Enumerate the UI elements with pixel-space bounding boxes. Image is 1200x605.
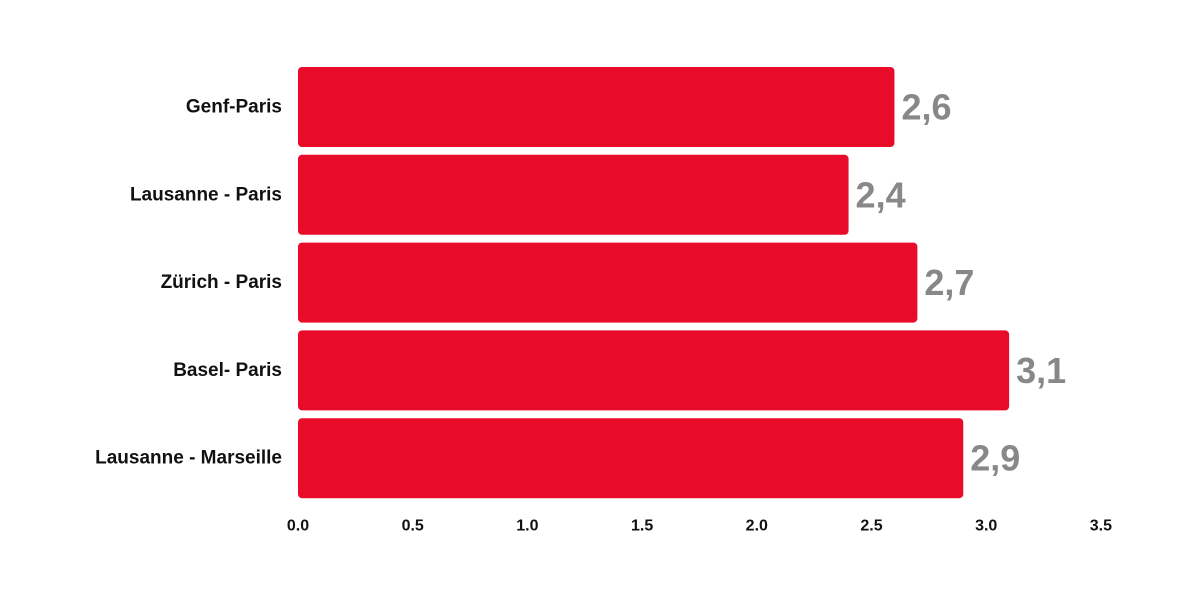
bars-layer	[298, 67, 1010, 499]
category-label-1: Lausanne - Paris	[130, 184, 282, 205]
x-tick-label-3: 1.5	[631, 518, 653, 535]
x-tick-label-1: 0.5	[402, 518, 424, 535]
value-label-0: 2,6	[901, 87, 951, 128]
bar-1	[298, 154, 849, 235]
value-label-1: 2,4	[856, 174, 906, 215]
x-tick-label-0: 0.0	[287, 518, 309, 535]
category-label-4: Lausanne - Marseille	[95, 448, 282, 469]
bar-2	[298, 242, 918, 323]
x-tick-label-6: 3.0	[975, 518, 997, 535]
x-tick-label-2: 1.0	[516, 518, 538, 535]
bar-4	[298, 418, 964, 499]
category-label-3: Basel- Paris	[173, 360, 282, 381]
value-label-2: 2,7	[924, 262, 974, 303]
bar-3	[298, 330, 1010, 411]
value-label-4: 2,9	[970, 438, 1020, 479]
labels-layer: Genf-Paris 2,6 Lausanne - Paris 2,4 Zürich -…	[95, 87, 1066, 479]
x-tick-label-5: 2.5	[860, 518, 882, 535]
category-label-2: Zürich - Paris	[161, 272, 282, 293]
bar-0	[298, 67, 895, 147]
x-tick-label-7: 3.5	[1090, 518, 1112, 535]
value-label-3: 3,1	[1016, 350, 1066, 391]
category-label-0: Genf-Paris	[186, 97, 282, 118]
x-tick-labels: 0.0 0.5 1.0 1.5 2.0 2.5 3.0 3.5	[287, 518, 1112, 535]
x-tick-label-4: 2.0	[746, 518, 768, 535]
